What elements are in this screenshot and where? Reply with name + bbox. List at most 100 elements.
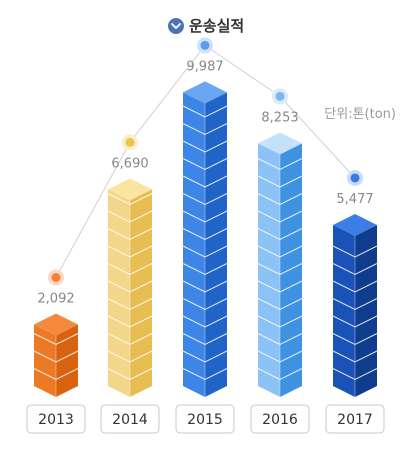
chevron-down-icon-glyph (171, 23, 181, 29)
bar-segment-line (257, 368, 303, 381)
chevron-down-icon (168, 18, 184, 34)
bar-left-face (333, 224, 355, 397)
bar-segment-line (257, 280, 303, 293)
bar-segment-line (182, 280, 228, 293)
bar-segment-line (107, 228, 153, 241)
marker-dot (125, 137, 135, 147)
bar-segment-line (257, 210, 303, 223)
bar-segment-line (257, 350, 303, 363)
bar-segment-line (182, 158, 228, 171)
bar-top-face (333, 213, 377, 236)
value-label: 8,253 (261, 110, 298, 125)
bar-segment-line (332, 263, 378, 276)
bar-right-face (130, 189, 152, 397)
bar-left-face (34, 324, 56, 397)
value-label: 2,092 (37, 291, 74, 306)
value-label: 5,477 (336, 192, 373, 207)
bar-segment-line (33, 350, 79, 363)
bar-segment-line (33, 333, 79, 346)
bar-segment-line (182, 298, 228, 311)
bar-right-face (355, 224, 377, 397)
bar-segment-line (182, 263, 228, 276)
bar-segment-line (182, 333, 228, 346)
bar-segment-line (182, 123, 228, 136)
bar-segment-line (332, 315, 378, 328)
bar-segment-line (257, 245, 303, 258)
bar-segment-line (257, 158, 303, 171)
bar-top-face (108, 178, 152, 201)
category-label: 2015 (187, 412, 223, 428)
bar-segment-line (332, 350, 378, 363)
category-box (175, 404, 235, 434)
value-labels-group: 2,092 6,690 9,987 8,253 5,477 (37, 59, 373, 306)
bar-top-face (183, 81, 227, 104)
bar-left-face (183, 92, 205, 397)
bar-segment-line (107, 210, 153, 223)
bar-segment-line (332, 368, 378, 381)
bar-segment-line (257, 298, 303, 311)
bar-segment-line (332, 298, 378, 311)
bar-segment-line (182, 175, 228, 188)
bar-segment-line (107, 245, 153, 258)
bar-segment-line (182, 140, 228, 153)
bar-segment-line (257, 175, 303, 188)
bar-segment-line (107, 298, 153, 311)
marker-dot (51, 272, 61, 282)
bar-right-face (205, 92, 227, 397)
marker-dot (275, 91, 285, 101)
chart-title-text: 운송실적 (189, 17, 244, 35)
value-label: 6,690 (111, 156, 148, 171)
bar-segment-line (107, 263, 153, 276)
bar-segment-line (107, 315, 153, 328)
category-axis: 2013 2014 2015 2016 2017 (26, 404, 385, 434)
category-label: 2016 (262, 412, 298, 428)
unit-label: 단위:톤(ton) (324, 107, 396, 122)
bar-segment-line (332, 280, 378, 293)
bar-right-face (280, 143, 302, 397)
bars-group (33, 81, 378, 397)
bar-2016 (257, 132, 303, 397)
category-box (26, 404, 86, 434)
bar-segment-line (33, 368, 79, 381)
bar-segment-line (182, 210, 228, 223)
bar-segment-line (182, 105, 228, 118)
bar-2014 (107, 178, 153, 397)
bar-left-face (258, 143, 280, 397)
bar-segment-line (107, 193, 153, 206)
bar-segment-line (107, 350, 153, 363)
category-box (325, 404, 385, 434)
bar-segment-line (182, 350, 228, 363)
bar-segment-line (182, 193, 228, 206)
bar-segment-line (332, 245, 378, 258)
bar-segment-line (257, 193, 303, 206)
value-label: 9,987 (186, 59, 223, 74)
bar-left-face (108, 189, 130, 397)
bar-segment-line (107, 280, 153, 293)
marker-dot (200, 40, 210, 50)
bar-top-face (258, 132, 302, 155)
bar-segment-line (182, 315, 228, 328)
bar-segment-line (107, 368, 153, 381)
bar-segment-line (257, 333, 303, 346)
bar-top-face (34, 313, 78, 336)
bar-segment-line (257, 263, 303, 276)
category-box (100, 404, 160, 434)
bar-segment-line (107, 333, 153, 346)
category-label: 2017 (337, 412, 373, 428)
bar-segment-line (257, 228, 303, 241)
bar-segment-line (182, 228, 228, 241)
chart-title: 운송실적 (168, 17, 244, 35)
bar-right-face (56, 324, 78, 397)
bar-segment-line (257, 315, 303, 328)
marker-dot (350, 173, 360, 183)
markers-group (48, 37, 363, 286)
category-label: 2014 (112, 412, 148, 428)
bar-segment-line (182, 245, 228, 258)
bar-2013 (33, 313, 79, 397)
category-label: 2013 (38, 412, 74, 428)
bar-segment-line (332, 333, 378, 346)
bar-2015 (182, 81, 228, 397)
category-box (250, 404, 310, 434)
bar-2017 (332, 213, 378, 397)
